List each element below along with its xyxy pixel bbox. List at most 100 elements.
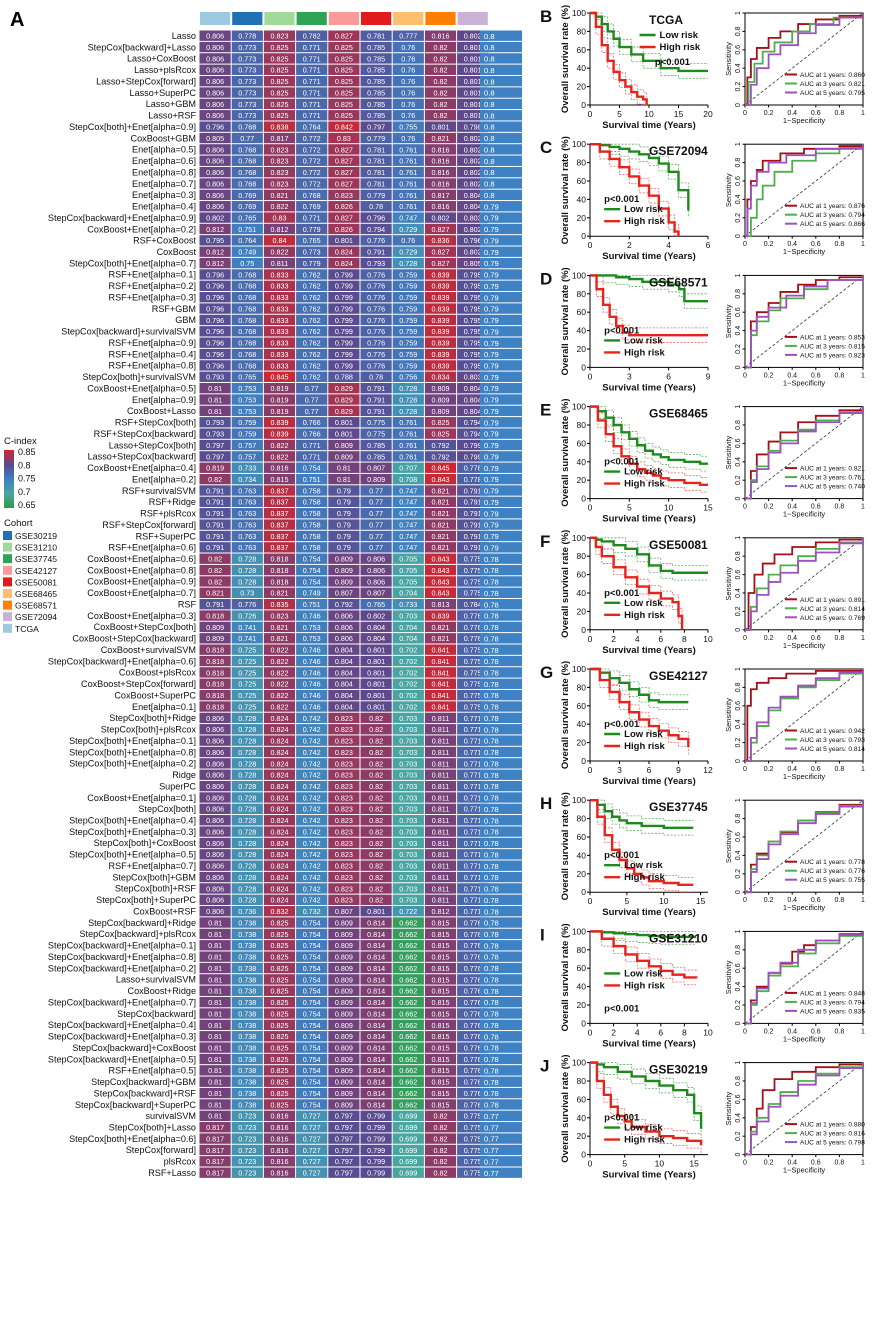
cell-value: 0.727 <box>303 1112 321 1121</box>
roc-y-tick-label: 0.6 <box>735 963 742 973</box>
heatmap-cell <box>328 98 360 110</box>
km-x-tick-label: 6 <box>666 371 671 381</box>
heatmap-cell <box>296 87 328 98</box>
cell-value: 0.811 <box>271 259 288 268</box>
mean-value: 0.8 <box>484 43 495 52</box>
mean-value: 0.78 <box>484 896 499 905</box>
cell-value: 0.747 <box>399 543 417 552</box>
heatmap-cell <box>231 178 263 189</box>
heatmap-cell <box>199 746 231 758</box>
heatmap-cell <box>263 826 296 837</box>
cell-value: 0.754 <box>303 941 321 950</box>
cell-value: 0.826 <box>335 225 353 234</box>
mean-bar <box>480 1053 522 1065</box>
mean-value: 0.8 <box>484 32 495 41</box>
cell-value: 0.823 <box>271 157 289 166</box>
mean-value: 0.8 <box>484 168 495 177</box>
heatmap-cell <box>424 326 457 337</box>
roc-y-axis-label: Sensitivity <box>724 567 733 601</box>
cell-value: 0.837 <box>271 509 289 518</box>
cohort-label: GSE50081 <box>15 577 57 587</box>
heatmap-cell <box>360 155 392 166</box>
cell-value: 0.771 <box>464 805 482 814</box>
heatmap-cell <box>328 235 360 246</box>
cell-value: 0.794 <box>464 418 482 427</box>
heatmap-cell <box>457 576 489 587</box>
cell-value: 0.827 <box>335 213 353 222</box>
cell-value: 0.823 <box>335 737 353 746</box>
cell-value: 0.81 <box>208 384 222 393</box>
cell-value: 0.797 <box>335 1157 353 1166</box>
roc-frame <box>744 406 864 500</box>
km-y-tick-label: 20 <box>577 475 587 485</box>
heatmap-cell <box>231 1110 263 1122</box>
heatmap-cell <box>360 394 392 405</box>
auc-legend-label: AUC at 1 years: 0.942 <box>800 728 865 735</box>
cell-value: 0.793 <box>206 373 224 382</box>
km-y-tick-label: 40 <box>577 326 587 336</box>
heatmap-cell <box>263 917 296 928</box>
mean-value: 0.78 <box>484 1066 499 1075</box>
auc-legend-label: AUC at 1 years: 0.880 <box>800 1122 865 1129</box>
mean-value: 0.78 <box>484 680 499 689</box>
mean-bar <box>480 655 522 667</box>
roc-x-tick-label: 0.6 <box>811 1160 821 1167</box>
cell-value: 0.81 <box>208 395 222 404</box>
mean-bar <box>480 87 522 98</box>
cell-value: 0.82 <box>369 827 383 836</box>
roc-x-tick-label: 0.8 <box>835 766 845 773</box>
heatmap-cell <box>392 360 424 371</box>
heatmap-cell <box>392 30 424 41</box>
cell-value: 0.796 <box>206 270 224 279</box>
cohort-swatch <box>3 612 12 622</box>
cell-value: 0.796 <box>367 213 385 222</box>
km-high-ci-upper <box>590 406 708 478</box>
cell-value: 0.829 <box>335 407 353 416</box>
heatmap-cell <box>199 951 231 962</box>
cell-value: 0.792 <box>432 441 450 450</box>
heatmap-cell <box>424 826 457 837</box>
cell-value: 0.82 <box>208 566 222 575</box>
km-y-tick-label: 60 <box>577 176 587 186</box>
heatmap-cell <box>263 678 296 689</box>
row-label: RSF+SuperPC <box>136 531 197 541</box>
cell-value: 0.821 <box>432 623 450 632</box>
heatmap-cell <box>199 417 231 428</box>
cell-value: 0.818 <box>206 657 224 666</box>
heatmap-cell <box>328 1053 360 1065</box>
cell-value: 0.776 <box>367 304 385 313</box>
cell-value: 0.703 <box>399 850 417 859</box>
heatmap-cell <box>457 314 489 326</box>
mean-bar <box>480 473 522 485</box>
mean-bar <box>480 996 522 1008</box>
km-x-tick-label: 2 <box>611 634 616 644</box>
cell-value: 0.815 <box>432 1078 450 1087</box>
row-label: StepCox[both]+Enet[alpha=0.3] <box>69 827 196 837</box>
cell-value: 0.753 <box>303 623 321 632</box>
km-x-tick-label: 10 <box>703 634 713 644</box>
cohort-label: GSE30219 <box>15 531 57 541</box>
heatmap-cell <box>360 30 392 41</box>
heatmap-cell <box>296 201 328 212</box>
heatmap-cell <box>263 701 296 712</box>
km-title: GSE50081 <box>649 538 708 552</box>
heatmap-cell <box>199 1076 231 1087</box>
mean-value: 0.8 <box>484 191 495 200</box>
cell-value: 0.759 <box>238 418 256 427</box>
cell-value: 0.765 <box>303 236 321 245</box>
heatmap-cell <box>231 1144 263 1156</box>
cell-value: 0.816 <box>432 157 450 166</box>
cell-value: 0.742 <box>303 850 321 859</box>
km-x-tick-label: 4 <box>635 634 640 644</box>
row-label: Lasso+StepCox[both] <box>109 440 196 450</box>
cell-value: 0.754 <box>303 1078 321 1087</box>
heatmap-cell <box>457 496 489 508</box>
roc-x-axis-label: 1−Specificity <box>783 772 826 781</box>
km-x-tick-label: 10 <box>664 503 674 513</box>
heatmap-cell <box>263 303 296 314</box>
heatmap-cell <box>360 701 392 712</box>
cell-value: 0.769 <box>238 191 256 200</box>
mean-value: 0.79 <box>484 509 499 518</box>
cell-value: 0.703 <box>399 771 417 780</box>
mean-value: 0.78 <box>484 714 499 723</box>
